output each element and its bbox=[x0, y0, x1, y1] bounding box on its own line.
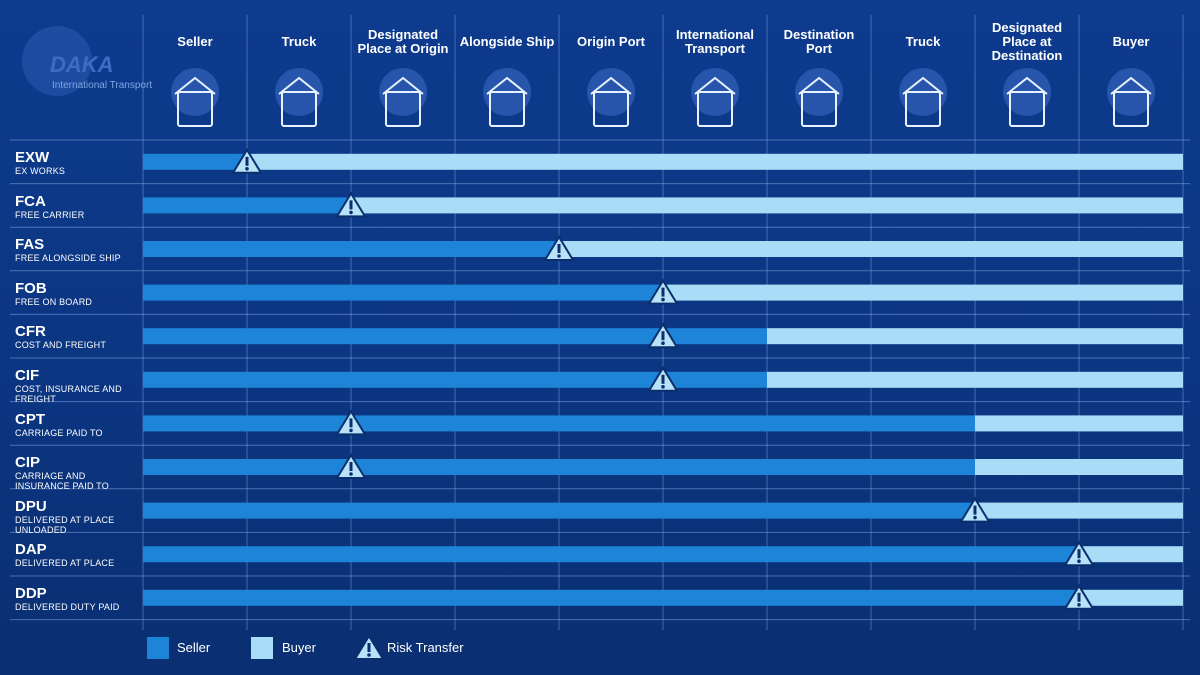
legend-label: Buyer bbox=[282, 640, 316, 655]
column-icon bbox=[694, 76, 736, 95]
seller-bar bbox=[143, 371, 767, 388]
incoterm-name: EX WORKS bbox=[15, 166, 66, 176]
buyer-bar bbox=[975, 415, 1183, 432]
incoterm-code: DDP bbox=[15, 585, 47, 602]
risk-marker bbox=[231, 147, 263, 174]
column-icon bbox=[489, 91, 525, 127]
risk-marker bbox=[647, 365, 679, 392]
column-header: Truck bbox=[281, 34, 317, 49]
column-icon bbox=[905, 91, 941, 127]
incoterm-code: CIP bbox=[15, 454, 41, 472]
legend-seller-swatch bbox=[147, 637, 169, 659]
logo-tagline: International Transport bbox=[52, 80, 153, 91]
column-header: Designated Place at Destination bbox=[991, 20, 1063, 63]
buyer-bar bbox=[1079, 546, 1183, 563]
seller-bar bbox=[143, 502, 975, 519]
column-icon bbox=[801, 91, 837, 127]
column-header: Origin Port bbox=[577, 34, 645, 49]
buyer-bar bbox=[975, 459, 1183, 475]
seller-bar bbox=[143, 415, 975, 432]
column-icon bbox=[1006, 76, 1048, 95]
risk-marker bbox=[1063, 583, 1095, 610]
incoterm-name: FREE ALONGSIDE SHIP bbox=[15, 253, 121, 264]
column-icon bbox=[486, 76, 528, 95]
column-icon bbox=[278, 76, 320, 95]
seller-bar bbox=[143, 197, 351, 214]
incoterm-code: FAS bbox=[15, 236, 45, 254]
legend-buyer-swatch bbox=[251, 637, 273, 659]
incoterm-name: DELIVERED DUTY PAID bbox=[15, 602, 120, 612]
incoterm-code: EXW bbox=[15, 149, 50, 166]
buyer-bar bbox=[1079, 589, 1183, 606]
risk-marker bbox=[647, 322, 679, 349]
incoterm-name: FREE CARRIER bbox=[15, 209, 85, 220]
column-icon bbox=[174, 76, 216, 95]
column-icon bbox=[1113, 91, 1149, 127]
buyer-bar bbox=[351, 197, 1183, 214]
logo-circle bbox=[22, 26, 92, 96]
column-icon bbox=[590, 76, 632, 95]
risk-marker bbox=[1063, 540, 1095, 567]
seller-bar bbox=[143, 459, 975, 475]
column-icon bbox=[177, 91, 213, 127]
legend-label: Seller bbox=[177, 640, 211, 655]
incoterm-name: DELIVERED AT PLACE bbox=[15, 558, 115, 569]
incoterm-name: CARRIAGE PAID TO bbox=[15, 427, 103, 438]
incoterm-name: COST AND FREIGHT bbox=[15, 340, 107, 351]
legend-label: Risk Transfer bbox=[387, 640, 464, 655]
incoterm-code: DPU bbox=[15, 497, 47, 515]
column-header: International Transport bbox=[675, 27, 754, 56]
column-header: Truck bbox=[905, 34, 941, 49]
column-icon bbox=[697, 91, 733, 127]
column-header: Designated Place at Origin bbox=[357, 27, 449, 56]
risk-marker bbox=[959, 496, 991, 523]
buyer-bar bbox=[767, 371, 1183, 388]
column-icon bbox=[902, 76, 944, 95]
buyer-bar bbox=[247, 153, 1183, 170]
incoterm-code: CIF bbox=[15, 367, 40, 384]
logo-name: DAKA bbox=[50, 52, 114, 77]
incoterm-code: CPT bbox=[15, 410, 45, 428]
seller-bar bbox=[143, 589, 1079, 606]
seller-bar bbox=[143, 284, 663, 301]
column-header: Seller bbox=[177, 34, 213, 49]
buyer-bar bbox=[559, 241, 1183, 257]
risk-marker bbox=[647, 278, 679, 305]
incoterm-name: FREE ON BOARD bbox=[15, 296, 93, 307]
seller-bar bbox=[143, 241, 559, 257]
column-header: Destination Port bbox=[783, 27, 855, 56]
column-icon bbox=[798, 76, 840, 95]
column-header: Alongside Ship bbox=[459, 34, 555, 49]
column-icon bbox=[1009, 91, 1045, 127]
seller-bar bbox=[143, 328, 767, 345]
buyer-bar bbox=[663, 284, 1183, 301]
risk-marker bbox=[543, 235, 575, 261]
buyer-bar bbox=[767, 328, 1183, 345]
incoterm-code: FOB bbox=[15, 279, 47, 297]
incoterm-code: CFR bbox=[15, 323, 46, 341]
seller-bar bbox=[143, 153, 247, 170]
buyer-bar bbox=[975, 502, 1183, 519]
column-icon bbox=[385, 91, 421, 127]
legend-risk-marker bbox=[353, 634, 385, 660]
incoterm-code: DAP bbox=[15, 541, 47, 559]
incoterm-code: FCA bbox=[15, 192, 46, 210]
column-icon bbox=[1110, 76, 1152, 95]
column-icon bbox=[593, 91, 629, 127]
risk-marker bbox=[335, 409, 367, 436]
column-icon bbox=[281, 91, 317, 127]
incoterm-name: CARRIAGE AND INSURANCE PAID TO bbox=[15, 471, 109, 492]
risk-marker bbox=[335, 191, 367, 218]
risk-marker bbox=[335, 453, 367, 479]
incoterm-name: DELIVERED AT PLACE UNLOADED bbox=[15, 514, 115, 535]
column-icon bbox=[382, 76, 424, 95]
incoterm-name: COST, INSURANCE AND FREIGHT bbox=[15, 384, 122, 404]
seller-bar bbox=[143, 546, 1079, 563]
column-header: Buyer bbox=[1112, 34, 1150, 49]
